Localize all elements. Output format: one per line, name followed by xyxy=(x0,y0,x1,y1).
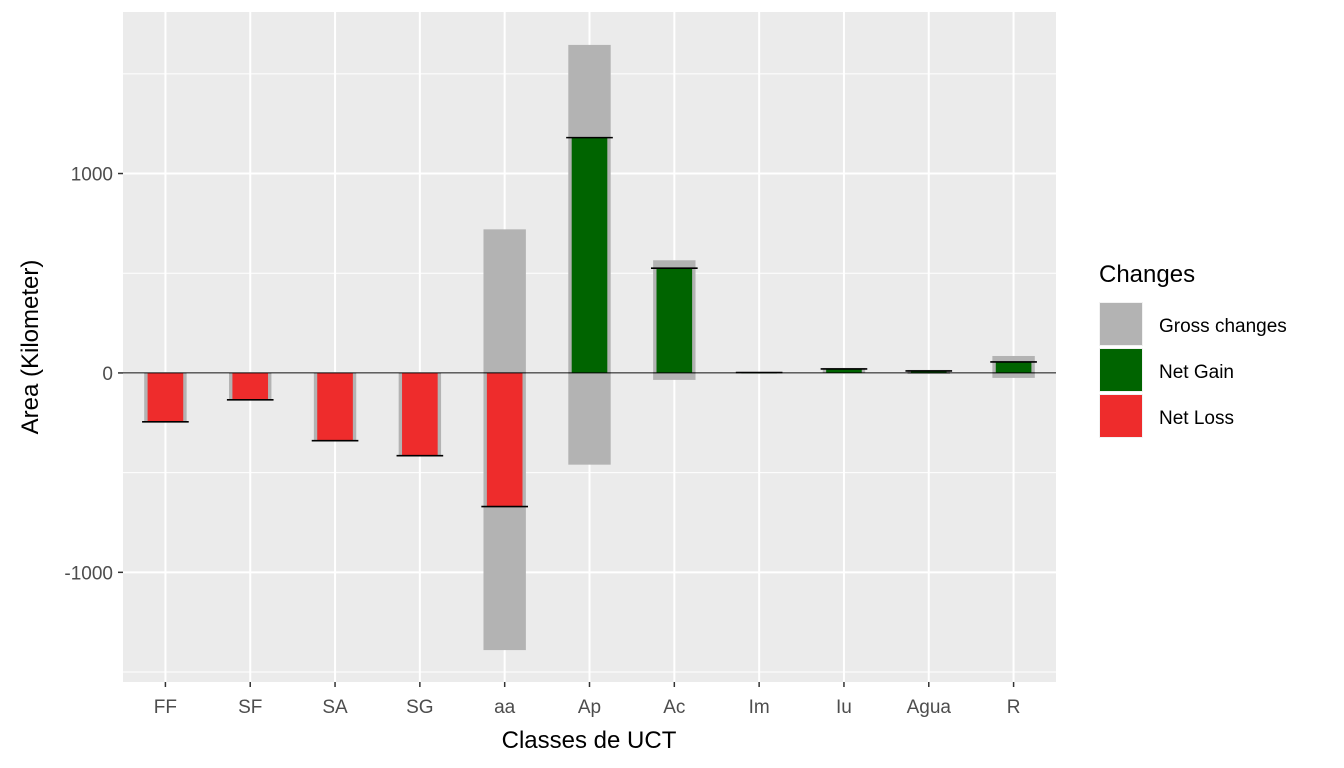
net-loss-bar xyxy=(147,372,184,422)
x-tick-label: SG xyxy=(406,697,433,718)
net-gain-bar xyxy=(571,137,608,373)
net-loss-bar xyxy=(402,372,438,456)
y-tick-label: 1000 xyxy=(71,165,113,186)
x-axis-title: Classes de UCT xyxy=(502,727,677,754)
y-tick-label: 0 xyxy=(102,364,113,385)
y-tick-label: -1000 xyxy=(64,563,113,584)
x-tick-label: Ap xyxy=(578,697,601,718)
x-tick-label: FF xyxy=(154,697,177,718)
net-gain-bar xyxy=(995,361,1032,373)
net-value-markers xyxy=(142,136,1037,508)
net-loss-bar xyxy=(317,372,353,441)
y-axis: -1000 0 1000 xyxy=(64,165,123,584)
x-tick-label: Ac xyxy=(663,697,685,718)
x-axis: FF SF SA SG aa Ap Ac Im Iu Agua R xyxy=(154,682,1021,718)
legend-swatch xyxy=(1100,395,1142,437)
net-gain-bar xyxy=(826,368,862,373)
legend-title: Changes xyxy=(1099,261,1195,288)
x-tick-label: SA xyxy=(322,697,348,718)
legend-label: Net Loss xyxy=(1159,408,1234,429)
legend-label: Gross changes xyxy=(1159,316,1287,337)
x-tick-label: R xyxy=(1007,697,1021,718)
x-tick-label: Iu xyxy=(836,697,852,718)
x-tick-label: Im xyxy=(749,697,770,718)
x-tick-label: Agua xyxy=(907,697,952,718)
legend: Changes Gross changes Net Gain Net Loss xyxy=(1099,261,1287,438)
net-change-bars xyxy=(147,137,1032,507)
legend-swatch xyxy=(1100,303,1142,345)
legend-items: Gross changes Net Gain Net Loss xyxy=(1099,302,1287,438)
x-tick-label: SF xyxy=(238,697,262,718)
y-axis-title: Area (Kilometer) xyxy=(17,260,44,435)
legend-swatch xyxy=(1100,349,1142,391)
x-tick-label: aa xyxy=(494,697,516,718)
legend-label: Net Gain xyxy=(1159,362,1234,383)
net-gain-bar xyxy=(910,370,947,373)
net-gain-bar xyxy=(656,268,693,373)
net-loss-bar xyxy=(232,372,269,400)
net-loss-bar xyxy=(486,372,523,507)
